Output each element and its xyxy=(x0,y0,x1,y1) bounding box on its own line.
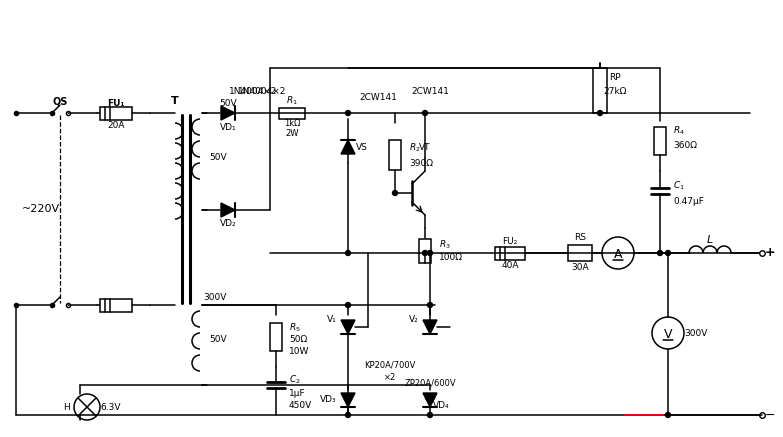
Text: V: V xyxy=(664,329,673,341)
Text: 50V: 50V xyxy=(209,336,227,344)
Text: RP: RP xyxy=(609,73,621,83)
Polygon shape xyxy=(221,106,235,120)
Text: $R_2$: $R_2$ xyxy=(409,142,420,154)
Polygon shape xyxy=(341,393,355,407)
Text: $R_1$: $R_1$ xyxy=(286,95,298,107)
Text: 450V: 450V xyxy=(289,400,312,409)
Text: 0.47μF: 0.47μF xyxy=(673,197,704,205)
Bar xyxy=(568,245,592,261)
Circle shape xyxy=(428,302,432,308)
Bar xyxy=(100,298,132,312)
Circle shape xyxy=(428,413,432,417)
Circle shape xyxy=(423,250,428,256)
Bar xyxy=(270,323,282,351)
Bar xyxy=(593,68,607,113)
Text: T: T xyxy=(171,96,179,106)
Polygon shape xyxy=(341,320,355,334)
Circle shape xyxy=(345,302,351,308)
Text: 1kΩ: 1kΩ xyxy=(283,118,300,128)
Text: 100Ω: 100Ω xyxy=(439,253,463,263)
Text: 10W: 10W xyxy=(289,347,309,357)
Text: 50V: 50V xyxy=(219,98,236,108)
Bar xyxy=(279,108,305,118)
Text: $R_3$: $R_3$ xyxy=(439,239,451,251)
Text: V₁: V₁ xyxy=(327,315,337,323)
Text: $R_5$: $R_5$ xyxy=(289,322,301,334)
Bar xyxy=(100,107,132,119)
Polygon shape xyxy=(341,140,355,154)
Polygon shape xyxy=(423,393,437,407)
Text: VD₁: VD₁ xyxy=(220,122,236,132)
Text: RS: RS xyxy=(574,233,586,243)
Text: 20A: 20A xyxy=(107,121,124,129)
Text: 50V: 50V xyxy=(209,153,227,163)
Text: ZP20A/600V: ZP20A/600V xyxy=(404,378,456,388)
Circle shape xyxy=(428,250,432,256)
Bar xyxy=(389,140,401,170)
Text: +: + xyxy=(765,246,775,260)
Text: VD₂: VD₂ xyxy=(220,218,236,228)
Circle shape xyxy=(345,250,351,256)
Text: $R_4$: $R_4$ xyxy=(673,125,685,137)
Text: 30A: 30A xyxy=(571,263,589,271)
Circle shape xyxy=(597,111,602,115)
Circle shape xyxy=(666,250,670,256)
Text: 300V: 300V xyxy=(684,329,708,337)
Text: ×2: ×2 xyxy=(424,392,436,402)
Text: QS: QS xyxy=(52,96,67,106)
Text: 2CW141: 2CW141 xyxy=(359,94,397,103)
Text: 390Ω: 390Ω xyxy=(409,159,433,167)
Text: $C_1$: $C_1$ xyxy=(673,180,685,192)
Text: 2CW141: 2CW141 xyxy=(411,87,449,96)
Circle shape xyxy=(392,191,398,195)
Polygon shape xyxy=(423,320,437,334)
Text: VS: VS xyxy=(356,142,368,152)
Circle shape xyxy=(666,413,670,417)
Text: 360Ω: 360Ω xyxy=(673,142,697,150)
Text: −: − xyxy=(765,409,775,422)
Text: VD₄: VD₄ xyxy=(433,400,449,409)
Text: 1N4004×2: 1N4004×2 xyxy=(229,87,277,96)
Text: FU₁: FU₁ xyxy=(107,98,124,108)
Text: 2W: 2W xyxy=(285,128,299,138)
Text: 50Ω: 50Ω xyxy=(289,336,307,344)
Circle shape xyxy=(423,111,428,115)
Text: VT: VT xyxy=(419,143,431,153)
Circle shape xyxy=(345,111,351,115)
Text: KP20A/700V: KP20A/700V xyxy=(364,361,416,370)
Bar xyxy=(495,246,525,260)
Text: $L$: $L$ xyxy=(706,233,714,245)
Circle shape xyxy=(345,413,351,417)
Circle shape xyxy=(658,250,662,256)
Text: $C_2$: $C_2$ xyxy=(289,374,301,386)
Text: 1N4004×2: 1N4004×2 xyxy=(238,87,287,96)
Text: ~220V: ~220V xyxy=(22,204,60,214)
Text: H: H xyxy=(63,402,70,412)
Text: 40A: 40A xyxy=(501,261,519,271)
Bar xyxy=(419,239,431,263)
Text: 6.3V: 6.3V xyxy=(101,402,121,412)
Text: VD₃: VD₃ xyxy=(319,395,337,405)
Text: 1μF: 1μF xyxy=(289,388,305,398)
Text: A: A xyxy=(614,249,622,261)
Polygon shape xyxy=(221,203,235,217)
Text: ×2: ×2 xyxy=(384,372,396,382)
Bar xyxy=(654,127,666,155)
Text: 300V: 300V xyxy=(204,292,227,302)
Text: 27kΩ: 27kΩ xyxy=(604,87,626,97)
Text: V₂: V₂ xyxy=(410,315,419,323)
Text: FU₂: FU₂ xyxy=(503,236,518,246)
